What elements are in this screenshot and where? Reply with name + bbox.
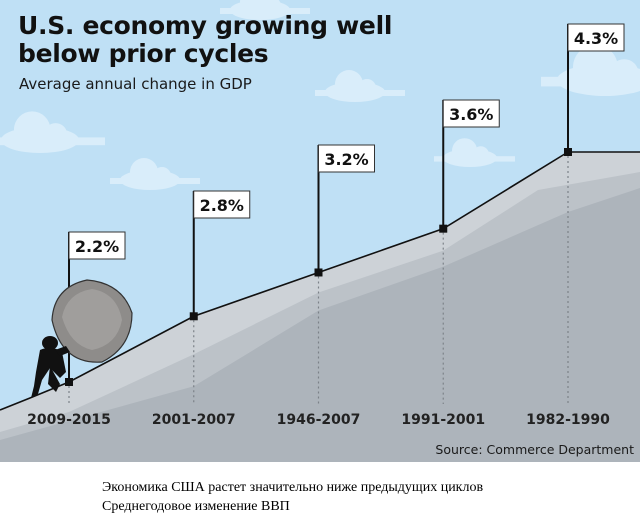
cloud	[315, 70, 405, 102]
data-label: 3.2%	[324, 150, 368, 169]
x-tick-label: 1946-2007	[277, 412, 361, 428]
data-label: 2.2%	[75, 237, 119, 256]
caption-line-2: Среднегодовое изменение ВВП	[102, 499, 290, 514]
hill-dark	[0, 188, 640, 462]
flag-box	[318, 144, 375, 173]
data-point	[65, 378, 73, 386]
cloud	[434, 138, 515, 167]
x-tick-label: 2009-2015	[27, 412, 111, 428]
source-note: Source: Commerce Department	[435, 442, 634, 457]
data-label: 3.6%	[449, 105, 493, 124]
series-line	[0, 151, 640, 411]
data-point	[314, 268, 323, 277]
chart-subtitle: Average annual change in GDP	[19, 75, 252, 93]
chart-canvas: 2.2% 2009-2015 2.8% 2001-2007 3.2% 1946-2007 3…	[0, 0, 640, 462]
cloud	[0, 111, 105, 153]
data-label: 4.3%	[574, 29, 618, 48]
flag-box	[68, 231, 126, 260]
data-point	[189, 312, 198, 321]
chart: 2.2% 2009-2015 2.8% 2001-2007 3.2% 1946-2007 3…	[0, 0, 640, 462]
cloud	[220, 0, 310, 20]
cloud	[110, 158, 200, 190]
flag-box	[442, 99, 500, 128]
flag-box	[567, 23, 625, 52]
x-tick-label: 1982-1990	[526, 412, 610, 428]
caption: Экономика США растет значительно ниже пр…	[102, 478, 483, 516]
x-tick-label: 1991-2001	[401, 412, 485, 428]
caption-line-1: Экономика США растет значительно ниже пр…	[102, 480, 484, 495]
person-silhouette-icon	[31, 336, 70, 398]
data-point	[439, 224, 448, 233]
chart-title-line-2: below prior cycles	[18, 39, 269, 68]
boulder-icon	[51, 279, 133, 363]
data-label: 2.8%	[200, 196, 244, 215]
x-tick-label: 2001-2007	[152, 412, 236, 428]
chart-title-line-1: U.S. economy growing well	[18, 11, 393, 40]
cloud	[541, 44, 640, 96]
data-point	[564, 148, 572, 156]
flag-box	[193, 190, 251, 219]
